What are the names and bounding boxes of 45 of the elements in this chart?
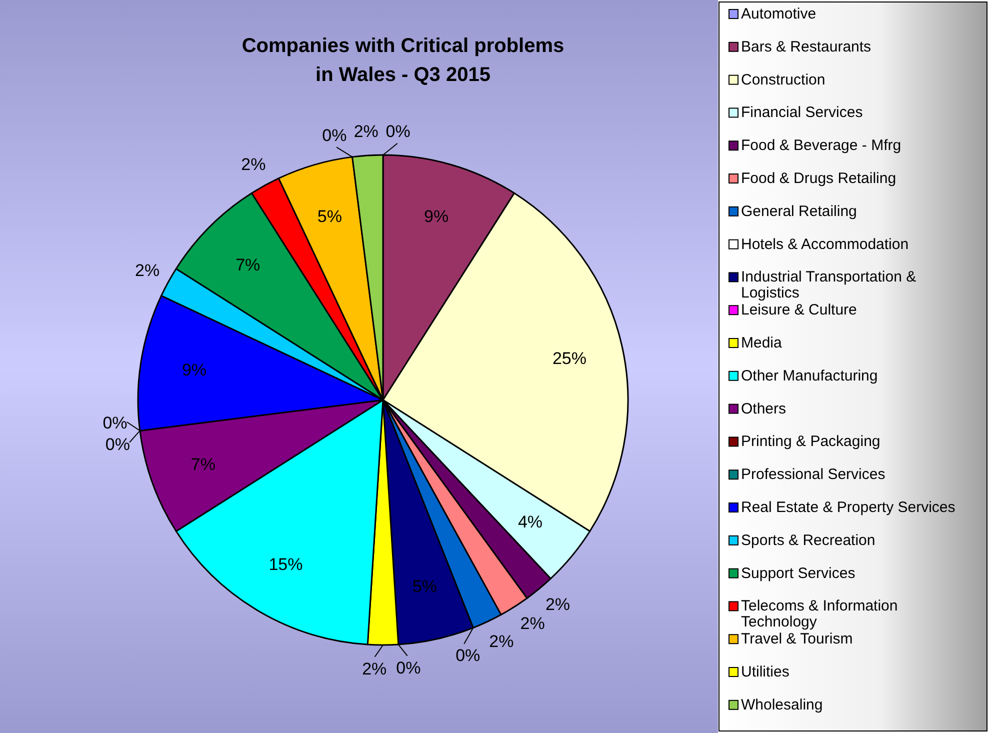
legend-label: Construction bbox=[741, 71, 826, 88]
legend-label: Travel & Tourism bbox=[741, 630, 853, 648]
legend-label: Wholesaling bbox=[741, 696, 823, 714]
text: 0% bbox=[456, 646, 480, 665]
text: Companies with Critical problems in Wales - Q3 2015 bbox=[242, 35, 564, 86]
legend-label: Automotive bbox=[741, 6, 816, 22]
data-label: 7% bbox=[236, 255, 260, 274]
text: 0% bbox=[322, 126, 347, 145]
text: 0% bbox=[105, 434, 130, 454]
data-label: 4% bbox=[518, 512, 543, 532]
legend-label: Printing & Packaging bbox=[741, 433, 880, 450]
legend-label: Leisure & Culture bbox=[741, 302, 857, 319]
legend-label: Media bbox=[741, 334, 783, 352]
data-label: 25% bbox=[552, 348, 587, 368]
data-label: 2% bbox=[354, 122, 378, 142]
legend-label: Support Services bbox=[741, 564, 856, 582]
legend-label: Industrial Transportation & Logistics bbox=[741, 268, 916, 302]
data-label: 2% bbox=[489, 632, 514, 652]
legend-label: Professional Services bbox=[741, 466, 886, 484]
data-label: 9% bbox=[182, 360, 207, 380]
data-label: 5% bbox=[317, 206, 342, 226]
legend-label: Sports & Recreation bbox=[741, 532, 876, 549]
legend-label: Telecoms & Information Technology bbox=[741, 598, 898, 631]
legend-label: Others bbox=[741, 400, 786, 418]
legend-label: Real Estate & Property Services bbox=[741, 499, 956, 516]
data-label: 9% bbox=[424, 206, 449, 226]
data-label: 2% bbox=[545, 595, 570, 614]
legend-label: Other Manufacturing bbox=[741, 367, 878, 384]
text: 0% bbox=[102, 414, 128, 433]
data-label: 2% bbox=[362, 659, 387, 678]
data-label: 2% bbox=[134, 260, 160, 280]
legend-label: Hotels & Accommodation bbox=[741, 236, 909, 253]
legend-label: Financial Services bbox=[741, 104, 863, 122]
legend-label: Food & Drugs Retailing bbox=[741, 170, 896, 187]
data-label: 15% bbox=[268, 554, 303, 574]
text: 0% bbox=[386, 122, 410, 141]
data-label: 5% bbox=[412, 577, 437, 596]
legend-label: General Retailing bbox=[741, 202, 857, 220]
text: 0% bbox=[396, 658, 421, 678]
data-label: 2% bbox=[520, 614, 545, 634]
legend-label: Food & Beverage - Mfrg bbox=[741, 137, 902, 154]
data-label: 7% bbox=[190, 455, 216, 474]
data-label: 2% bbox=[241, 154, 266, 174]
legend-label: Utilities bbox=[741, 664, 790, 680]
legend-label: Bars & Restaurants bbox=[741, 38, 872, 56]
